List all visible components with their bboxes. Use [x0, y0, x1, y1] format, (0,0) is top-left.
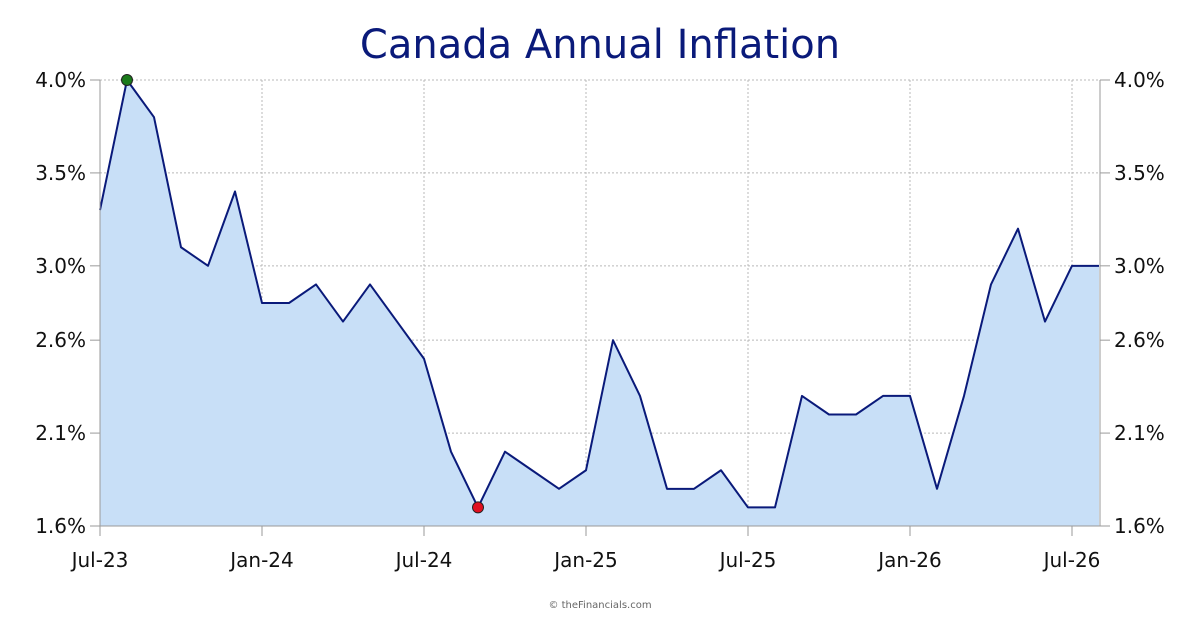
y-tick-label-right: 2.6%: [1114, 328, 1165, 352]
x-tick-label: Jul-24: [394, 548, 453, 572]
y-tick-label-left: 3.0%: [35, 254, 86, 278]
series-line: [99, 79, 1099, 509]
y-tick-label-left: 2.1%: [35, 421, 86, 445]
chart-title: Canada Annual Inflation: [360, 22, 840, 68]
y-tick-label-left: 3.5%: [35, 161, 86, 185]
x-tick-label: Jan-25: [552, 548, 618, 572]
x-tick-label: Jul-26: [1042, 548, 1101, 572]
x-tick-label: Jul-25: [718, 548, 777, 572]
y-tick-label-left: 4.0%: [35, 68, 86, 92]
axes: [90, 79, 1110, 536]
y-tick-label-right: 3.0%: [1114, 254, 1165, 278]
x-tick-label: Jan-26: [876, 548, 942, 572]
area-layer: [99, 79, 1099, 526]
y-tick-label-left: 1.6%: [35, 514, 86, 538]
x-tick-label: Jul-23: [70, 548, 129, 572]
y-tick-label-right: 4.0%: [1114, 68, 1165, 92]
x-tick-label: Jan-24: [228, 548, 294, 572]
y-tick-label-left: 2.6%: [35, 328, 86, 352]
markers: [121, 74, 484, 514]
max-marker: [121, 74, 133, 86]
tick-labels: 1.6% 1.6% 2.1% 2.1% 2.6% 2.6% 3.0% 3.0% 3.5% 3.5%…: [35, 68, 1165, 572]
y-tick-label-right: 2.1%: [1114, 421, 1165, 445]
min-marker: [472, 501, 484, 514]
credit-text: © theFinancials.com: [548, 600, 651, 611]
y-tick-label-right: 1.6%: [1114, 514, 1165, 538]
area-fill: [100, 80, 1099, 526]
y-tick-label-right: 3.5%: [1114, 161, 1165, 185]
